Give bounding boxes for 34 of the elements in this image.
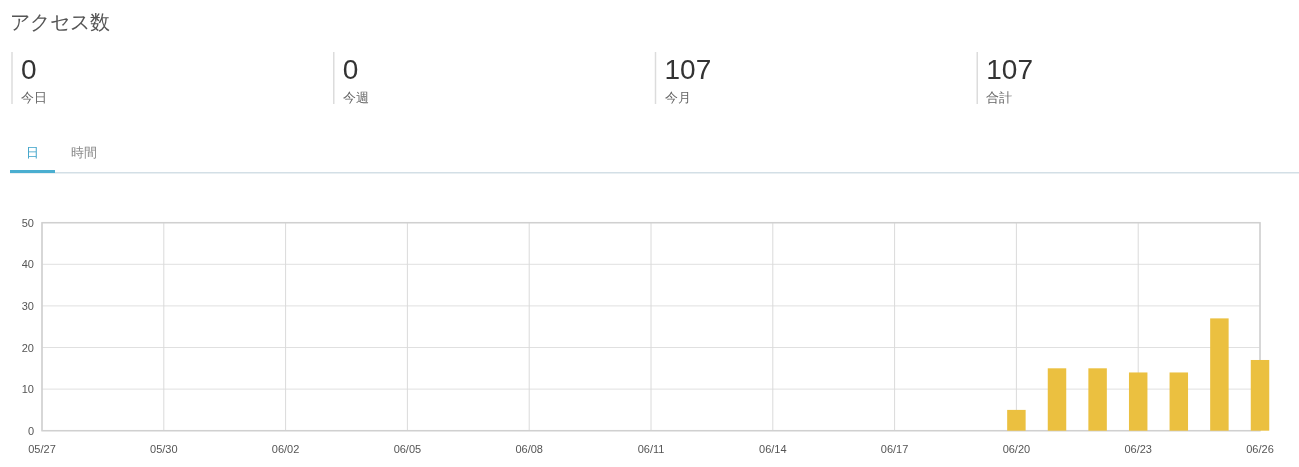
bar — [1047, 368, 1067, 431]
x-tick-label: 06/11 — [637, 443, 665, 455]
x-tick-label: 05/27 — [28, 443, 56, 455]
y-tick-label: 30 — [21, 299, 34, 312]
y-tick-label: 50 — [21, 216, 34, 229]
bar — [1250, 359, 1270, 431]
x-tick-label: 06/02 — [271, 443, 300, 455]
text: 日 — [26, 145, 39, 160]
y-tick-label: 10 — [21, 383, 34, 396]
x-tick-label: 05/30 — [150, 443, 178, 455]
category-label: 合計 — [986, 90, 1013, 105]
bar — [1007, 409, 1026, 431]
x-tick-label: 06/17 — [880, 443, 909, 455]
y-tick-label: 40 — [21, 258, 34, 271]
x-tick-label: 06/14 — [759, 443, 787, 455]
data-label: 0 — [342, 54, 359, 85]
text: アクセス数 — [10, 11, 110, 33]
bar — [1210, 318, 1229, 431]
category-label: 今週 — [342, 90, 369, 105]
x-tick-label: 06/20 — [1002, 443, 1031, 455]
data-label: 107 — [664, 54, 712, 85]
text: 時間 — [71, 145, 97, 160]
x-tick-label: 06/05 — [393, 443, 422, 455]
data-label: 107 — [986, 54, 1033, 85]
x-tick-label: 06/08 — [515, 443, 543, 455]
bar — [1088, 368, 1107, 431]
category-label: 今日 — [21, 90, 47, 105]
y-tick-label: 20 — [21, 341, 34, 354]
y-tick-label: 0 — [27, 424, 34, 437]
bar — [1128, 372, 1148, 431]
bar — [1169, 372, 1189, 431]
x-tick-label: 06/26 — [1246, 443, 1274, 455]
category-label: 今月 — [664, 90, 691, 105]
x-tick-label: 06/23 — [1124, 443, 1152, 455]
